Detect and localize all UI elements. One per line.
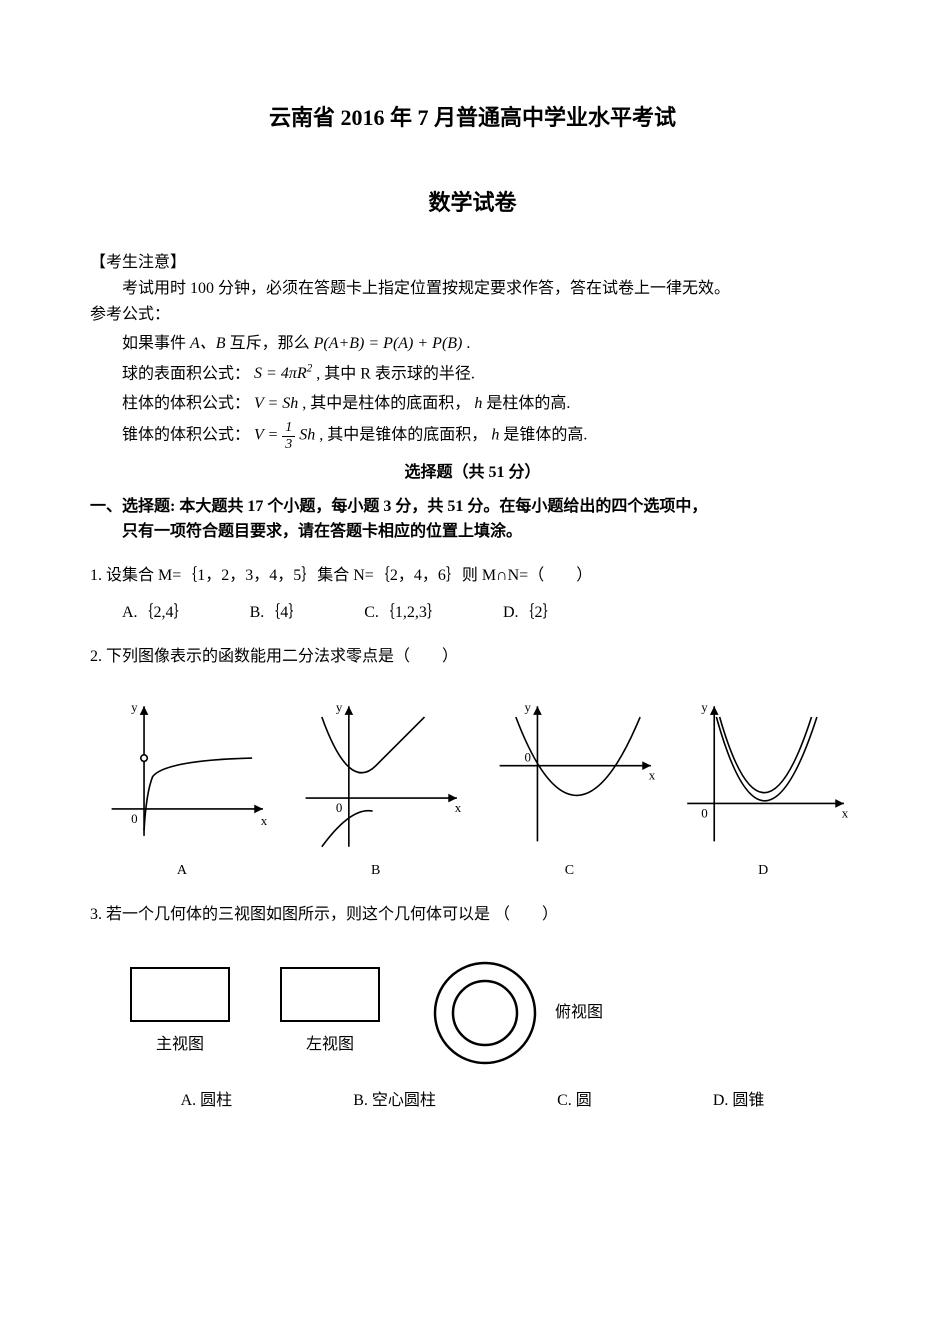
- formula2-prefix: 球的表面积公式：: [122, 365, 254, 382]
- graph-c-svg: x y 0: [478, 690, 662, 852]
- fraction-icon: 1 3: [282, 420, 295, 452]
- top-view-label: 俯视图: [555, 1000, 603, 1026]
- q3-opt-d: D. 圆锥: [713, 1088, 765, 1114]
- formula-2: 球的表面积公式： S = 4πR2 , 其中 R 表示球的半径.: [122, 361, 855, 387]
- q1-options: A.｛2,4｝ B.｛4｝ C.｛1,2,3｝ D.｛2｝: [122, 600, 855, 626]
- formula4-suffix: , 其中是锥体的底面积，: [319, 427, 487, 444]
- graph-b-svg: x y 0: [284, 690, 468, 852]
- q1-opt-d: D.｛2｝: [503, 600, 559, 626]
- frac-den: 3: [282, 437, 295, 452]
- svg-text:y: y: [524, 699, 531, 714]
- frac-num: 1: [282, 420, 295, 436]
- graph-a-svg: x y 0: [90, 690, 274, 852]
- section-desc-1: 一、选择题: 本大题共 17 个小题，每小题 3 分，共 51 分。在每小题给出…: [90, 494, 855, 520]
- q3-views: 主视图 左视图 俯视图: [130, 958, 855, 1068]
- svg-text:x: x: [842, 805, 849, 820]
- exam-title: 云南省 2016 年 7 月普通高中学业水平考试: [90, 100, 855, 135]
- circles-top-icon: [430, 958, 540, 1068]
- formula3-end: 是柱体的高.: [486, 395, 570, 412]
- q3-opt-b: B. 空心圆柱: [353, 1088, 436, 1114]
- formula1-expr: P(A+B) = P(A) + P(B): [314, 335, 463, 352]
- svg-text:x: x: [648, 767, 655, 782]
- q1-opt-b: B.｛4｝: [250, 600, 305, 626]
- formula1-prefix: 如果事件: [122, 335, 190, 352]
- formula3-prefix: 柱体的体积公式：: [122, 395, 250, 412]
- question-2: 2. 下列图像表示的函数能用二分法求零点是（ ）: [90, 644, 855, 670]
- q3-opt-c: C. 圆: [557, 1088, 592, 1114]
- left-view-label: 左视图: [306, 1032, 354, 1058]
- section-desc-2: 只有一项符合题目要求，请在答题卡相应的位置上填涂。: [122, 519, 855, 545]
- exam-subtitle: 数学试卷: [90, 185, 855, 220]
- formula4-end: 是锥体的高.: [503, 427, 587, 444]
- axis-y-label: y: [131, 699, 138, 714]
- q2-graph-b: x y 0 B: [284, 690, 468, 883]
- q3-left-view: 左视图: [280, 967, 380, 1058]
- formula4-h: h: [491, 427, 499, 444]
- axis-x-label: x: [261, 813, 268, 828]
- q2-label-d: D: [671, 860, 855, 882]
- graph-d-svg: x y 0: [671, 690, 855, 852]
- formula1-mid: 互斥，那么: [230, 335, 314, 352]
- formula4-prefix: 锥体的体积公式：: [122, 427, 250, 444]
- q1-opt-a: A.｛2,4｝: [122, 600, 190, 626]
- section-header: 选择题（共 51 分）: [90, 460, 855, 486]
- q3-main-view: 主视图: [130, 967, 230, 1058]
- q3-opt-a: A. 圆柱: [181, 1088, 233, 1114]
- q1-opt-c: C.｛1,2,3｝: [364, 600, 443, 626]
- formula-1: 如果事件 A、B 互斥，那么 P(A+B) = P(A) + P(B) .: [122, 331, 855, 357]
- q3-options: A. 圆柱 B. 空心圆柱 C. 圆 D. 圆锥: [90, 1088, 855, 1114]
- axis-o-label: 0: [131, 811, 137, 826]
- rect-left-icon: [280, 967, 380, 1022]
- formula4-v: V =: [254, 427, 282, 444]
- formula-4: 锥体的体积公式： V = 1 3 Sh , 其中是锥体的底面积， h 是锥体的高…: [122, 420, 855, 452]
- q2-label-c: C: [478, 860, 662, 882]
- q2-graph-c: x y 0 C: [478, 690, 662, 883]
- q2-graph-d: x y 0 D: [671, 690, 855, 883]
- q3-top-view: 俯视图: [430, 958, 603, 1068]
- svg-text:0: 0: [524, 749, 530, 764]
- svg-text:y: y: [702, 699, 709, 714]
- rect-main-icon: [130, 967, 230, 1022]
- formula4-sh: Sh: [299, 427, 315, 444]
- formula3-h: h: [474, 395, 482, 412]
- formula1-suffix: .: [466, 335, 470, 352]
- q2-label-b: B: [284, 860, 468, 882]
- formula-3: 柱体的体积公式： V = Sh , 其中是柱体的底面积， h 是柱体的高.: [122, 391, 855, 417]
- formula3-suffix: , 其中是柱体的底面积，: [302, 395, 470, 412]
- notice-label: 【考生注意】: [90, 250, 855, 276]
- svg-text:x: x: [455, 800, 462, 815]
- svg-text:0: 0: [702, 805, 708, 820]
- formula2-expr: S = 4πR2: [254, 365, 312, 382]
- main-view-label: 主视图: [156, 1032, 204, 1058]
- q2-graphs: x y 0 A x y 0 B x y 0: [90, 690, 855, 883]
- formula1-ab: A、B: [190, 335, 226, 352]
- formula3-expr: V = Sh: [254, 395, 298, 412]
- question-1: 1. 设集合 M=｛1，2，3，4，5｝集合 N=｛2，4，6｝则 M∩N=（ …: [90, 563, 855, 589]
- formula2-suffix: , 其中 R 表示球的半径.: [316, 365, 475, 382]
- question-3: 3. 若一个几何体的三视图如图所示，则这个几何体可以是 （ ）: [90, 902, 855, 928]
- svg-text:y: y: [336, 699, 343, 714]
- notice-text: 考试用时 100 分钟，必须在答题卡上指定位置按规定要求作答，答在试卷上一律无效…: [90, 276, 855, 302]
- formula-label: 参考公式：: [90, 302, 855, 328]
- svg-text:0: 0: [336, 800, 342, 815]
- q2-graph-a: x y 0 A: [90, 690, 274, 883]
- q2-label-a: A: [90, 860, 274, 882]
